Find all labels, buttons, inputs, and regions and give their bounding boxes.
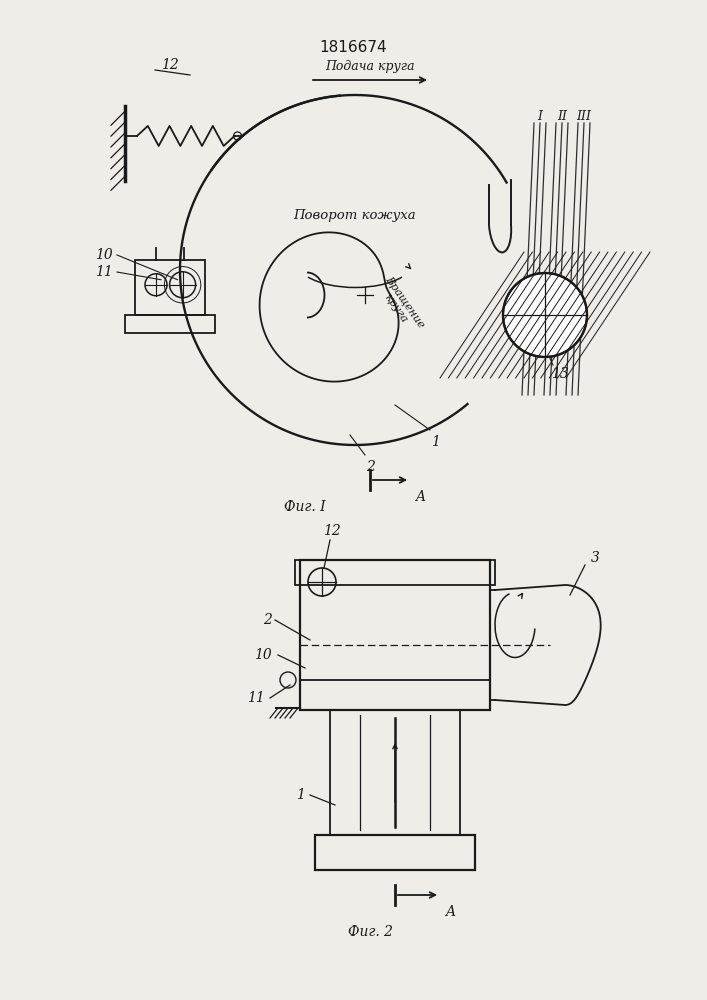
Text: 10: 10 [255, 648, 272, 662]
Bar [315, 835, 475, 870]
Text: 12: 12 [323, 524, 341, 538]
Text: Подача круга: Подача круга [325, 60, 415, 73]
Text: Поворот кожуха: Поворот кожуха [293, 209, 416, 222]
Text: III: III [576, 110, 592, 123]
Text: A: A [415, 490, 425, 504]
Text: 13: 13 [551, 367, 569, 381]
Text: 10: 10 [95, 248, 113, 262]
Text: 1: 1 [296, 788, 305, 802]
Bar [135, 260, 205, 315]
Bar [330, 710, 460, 835]
Bar [295, 560, 495, 585]
Bar [300, 560, 490, 710]
Text: Фиг. 2: Фиг. 2 [348, 925, 392, 939]
Text: Вращение
круга: Вращение круга [374, 274, 426, 336]
Text: 12: 12 [161, 58, 179, 72]
Text: I: I [537, 110, 542, 123]
Text: II: II [557, 110, 567, 123]
Bar [125, 315, 215, 333]
Text: 2: 2 [263, 613, 272, 627]
Text: 11: 11 [247, 691, 265, 705]
Text: 2: 2 [366, 460, 375, 474]
Text: 11: 11 [95, 265, 113, 279]
Text: 1: 1 [431, 435, 440, 449]
Text: 1816674: 1816674 [319, 40, 387, 55]
Text: 3: 3 [590, 551, 600, 565]
Text: Фиг. I: Фиг. I [284, 500, 326, 514]
Text: A: A [445, 905, 455, 919]
Circle shape [503, 273, 587, 357]
